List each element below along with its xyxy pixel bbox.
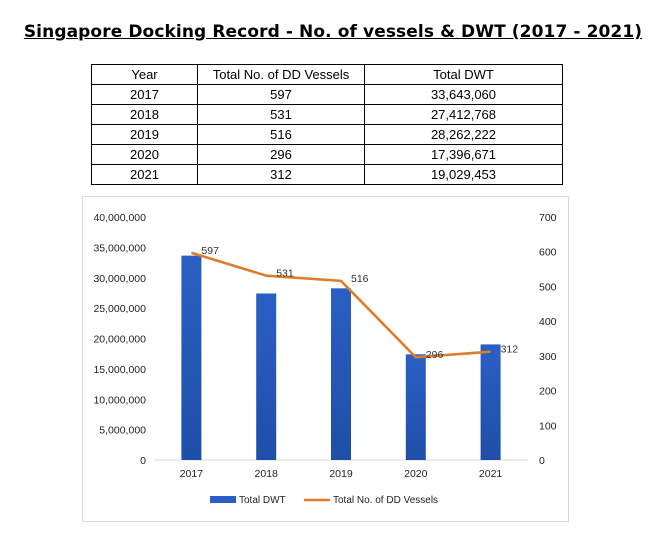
cell-year: 2019 (91, 124, 198, 145)
bar-total-dwt (405, 354, 426, 460)
table-row: 2019 516 28,262,222 (91, 124, 563, 145)
cell-year: 2018 (91, 104, 198, 125)
cell-dwt: 27,412,768 (364, 104, 563, 125)
line-total-vessels (191, 251, 491, 359)
cell-dwt: 28,262,222 (364, 124, 563, 145)
table-header-row: Year Total No. of DD Vessels Total DWT (91, 64, 563, 85)
y-right-tick-label: 200 (539, 386, 557, 398)
bar-total-dwt (480, 344, 501, 460)
y-right-tick-label: 0 (539, 455, 545, 467)
cell-vessels: 531 (197, 104, 365, 125)
line-data-label: 531 (276, 268, 294, 280)
legend-vessels-label: Total No. of DD Vessels (333, 495, 438, 506)
table-row: 2017 597 33,643,060 (91, 84, 563, 105)
y-left-tick-label: 35,000,000 (93, 242, 146, 254)
x-tick-label: 2020 (404, 468, 428, 480)
y-right-tick-label: 100 (539, 420, 557, 432)
x-tick-label: 2019 (329, 468, 353, 480)
y-left-tick-label: 0 (140, 455, 146, 467)
bar-total-dwt (181, 255, 202, 460)
y-right-tick-label: 500 (539, 281, 557, 293)
table-row: 2021 312 19,029,453 (91, 164, 563, 185)
cell-vessels: 296 (197, 144, 365, 165)
table-row: 2018 531 27,412,768 (91, 104, 563, 125)
header-dwt: Total DWT (364, 64, 563, 85)
y-right-tick-label: 600 (539, 247, 557, 259)
cell-year: 2017 (91, 84, 198, 105)
y-right-tick-label: 700 (539, 212, 557, 224)
x-tick-label: 2021 (479, 468, 503, 480)
y-left-tick-label: 15,000,000 (93, 364, 146, 376)
line-data-label: 516 (351, 273, 369, 285)
cell-year: 2021 (91, 164, 198, 185)
y-right-tick-label: 300 (539, 351, 557, 363)
combo-chart: 0 5,000,000 10,000,000 15,000,000 20,000,000… (93, 212, 557, 506)
line-data-label: 312 (501, 344, 519, 356)
header-year: Year (91, 64, 198, 85)
cell-dwt: 17,396,671 (364, 144, 563, 165)
y-left-tick-label: 40,000,000 (93, 212, 146, 224)
y-left-tick-label: 10,000,000 (93, 394, 146, 406)
y-left-tick-label: 5,000,000 (99, 425, 146, 437)
y-left-tick-label: 30,000,000 (93, 273, 146, 285)
cell-vessels: 597 (197, 84, 365, 105)
bar-total-dwt (331, 288, 351, 460)
docking-record-table: Year Total No. of DD Vessels Total DWT 2… (91, 64, 563, 185)
cell-vessels: 516 (197, 124, 365, 145)
chart-container: 0 5,000,000 10,000,000 15,000,000 20,000,000… (82, 196, 569, 522)
cell-dwt: 19,029,453 (364, 164, 563, 185)
x-tick-label: 2017 (180, 468, 204, 480)
x-tick-label: 2018 (255, 468, 279, 480)
legend-dwt-swatch (210, 496, 236, 503)
y-right-tick-label: 400 (539, 316, 557, 328)
cell-vessels: 312 (197, 164, 365, 185)
line-data-label: 597 (201, 245, 219, 257)
bar-total-dwt (256, 293, 277, 460)
header-vessels: Total No. of DD Vessels (197, 64, 365, 85)
y-left-tick-label: 20,000,000 (93, 334, 146, 346)
y-left-tick-label: 25,000,000 (93, 303, 146, 315)
legend-dwt-label: Total DWT (239, 495, 286, 506)
cell-year: 2020 (91, 144, 198, 165)
cell-dwt: 33,643,060 (364, 84, 563, 105)
page-title: Singapore Docking Record - No. of vessel… (23, 22, 643, 42)
table-row: 2020 296 17,396,671 (91, 144, 563, 165)
line-data-label: 296 (426, 349, 444, 361)
